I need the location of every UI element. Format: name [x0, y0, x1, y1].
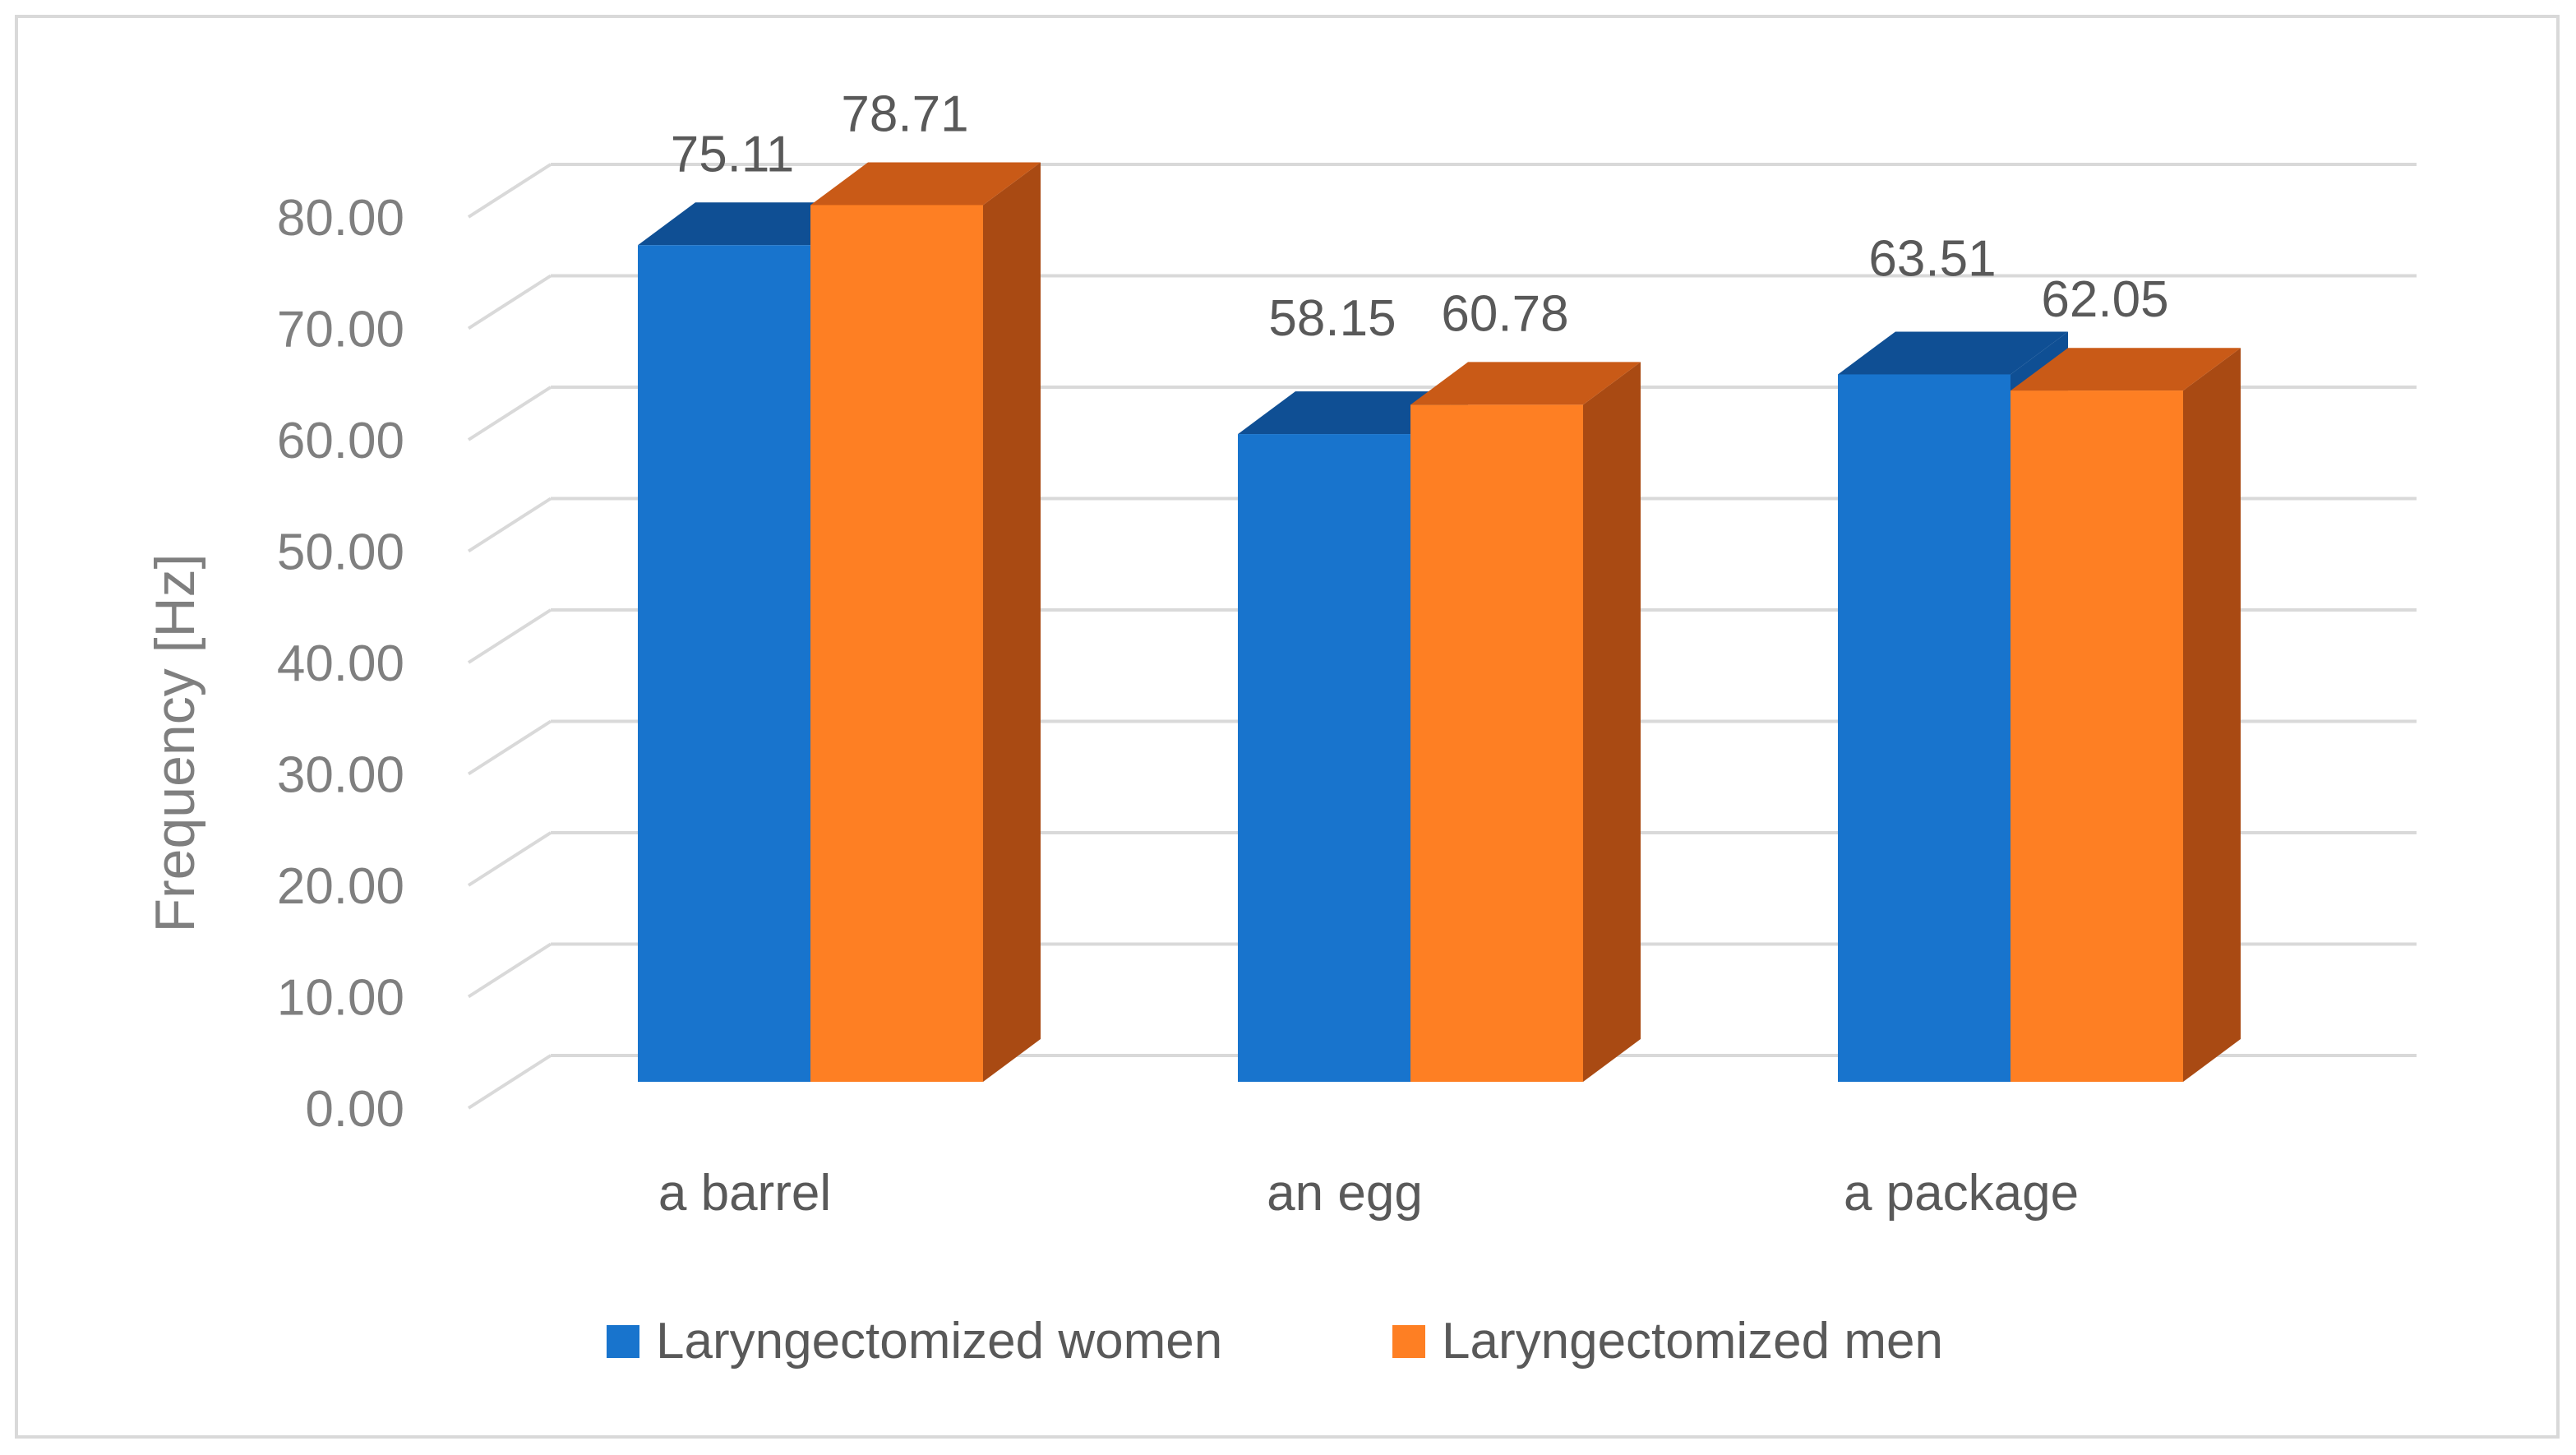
data-label: 62.05	[2041, 271, 2168, 328]
bar-top-1-0	[810, 162, 1041, 206]
gridline-diagonal	[467, 274, 552, 330]
data-label: 75.11	[671, 126, 795, 182]
legend-swatch-1	[1392, 1325, 1425, 1358]
bar-0-2	[1838, 374, 2010, 1082]
y-axis-ticks: 0.00 10.00 20.00 30.00 40.00 50.00 60.00 70.00 8…	[277, 190, 404, 1138]
y-tick-label: 30.00	[277, 747, 404, 804]
legend-swatch-0	[607, 1325, 639, 1358]
bar-side-1-1	[1583, 362, 1641, 1082]
bar-front-overlay-2	[2010, 390, 2183, 1082]
gridline-diagonal	[467, 831, 552, 887]
bar-top-1-2	[2010, 348, 2241, 391]
y-tick-label: 80.00	[277, 190, 404, 247]
bars	[638, 162, 2241, 1083]
bar-front-overlay-1	[1410, 404, 1583, 1082]
data-label: 60.78	[1441, 285, 1568, 342]
x-tick-label: an egg	[1267, 1165, 1423, 1222]
y-tick-label: 50.00	[277, 524, 404, 581]
gridline-diagonal	[467, 942, 552, 999]
bar-side-1-0	[983, 162, 1041, 1083]
x-axis-labels: a barrel an egg a package	[658, 1165, 2079, 1222]
bar-top-0-2	[1838, 331, 2068, 375]
bar-0-1	[1238, 434, 1410, 1082]
bar-side-1-2	[2183, 348, 2241, 1082]
gridline-diagonal	[467, 163, 552, 219]
data-label: 58.15	[1268, 290, 1396, 347]
y-tick-label: 40.00	[277, 635, 404, 692]
gridline-diagonal	[467, 386, 552, 441]
gridline-diagonal	[467, 497, 552, 553]
y-tick-label: 60.00	[277, 413, 404, 469]
y-tick-label: 70.00	[277, 302, 404, 358]
x-tick-label: a barrel	[658, 1165, 831, 1222]
bar-top-1-1	[1410, 362, 1641, 405]
data-label: 78.71	[841, 85, 968, 142]
legend-label-0: Laryngectomized women	[656, 1313, 1222, 1370]
gridline-diagonal	[467, 608, 552, 664]
gridline-diagonal	[467, 719, 552, 776]
gridline-diagonal	[467, 1054, 552, 1110]
x-tick-label: a package	[1844, 1165, 2079, 1222]
y-tick-label: 20.00	[277, 858, 404, 915]
y-tick-label: 10.00	[277, 970, 404, 1027]
legend: Laryngectomized women Laryngectomized men	[607, 1313, 1943, 1370]
bar-front-overlay-0	[810, 205, 983, 1083]
bar-0-0	[638, 245, 810, 1082]
data-label: 63.51	[1868, 230, 1996, 287]
legend-label-1: Laryngectomized men	[1442, 1313, 1943, 1370]
y-axis-title: Frequency [Hz]	[144, 553, 206, 932]
y-tick-label: 0.00	[305, 1081, 404, 1138]
data-labels: 75.11 78.71 58.15 60.78 63.51 62.05	[671, 85, 2169, 347]
